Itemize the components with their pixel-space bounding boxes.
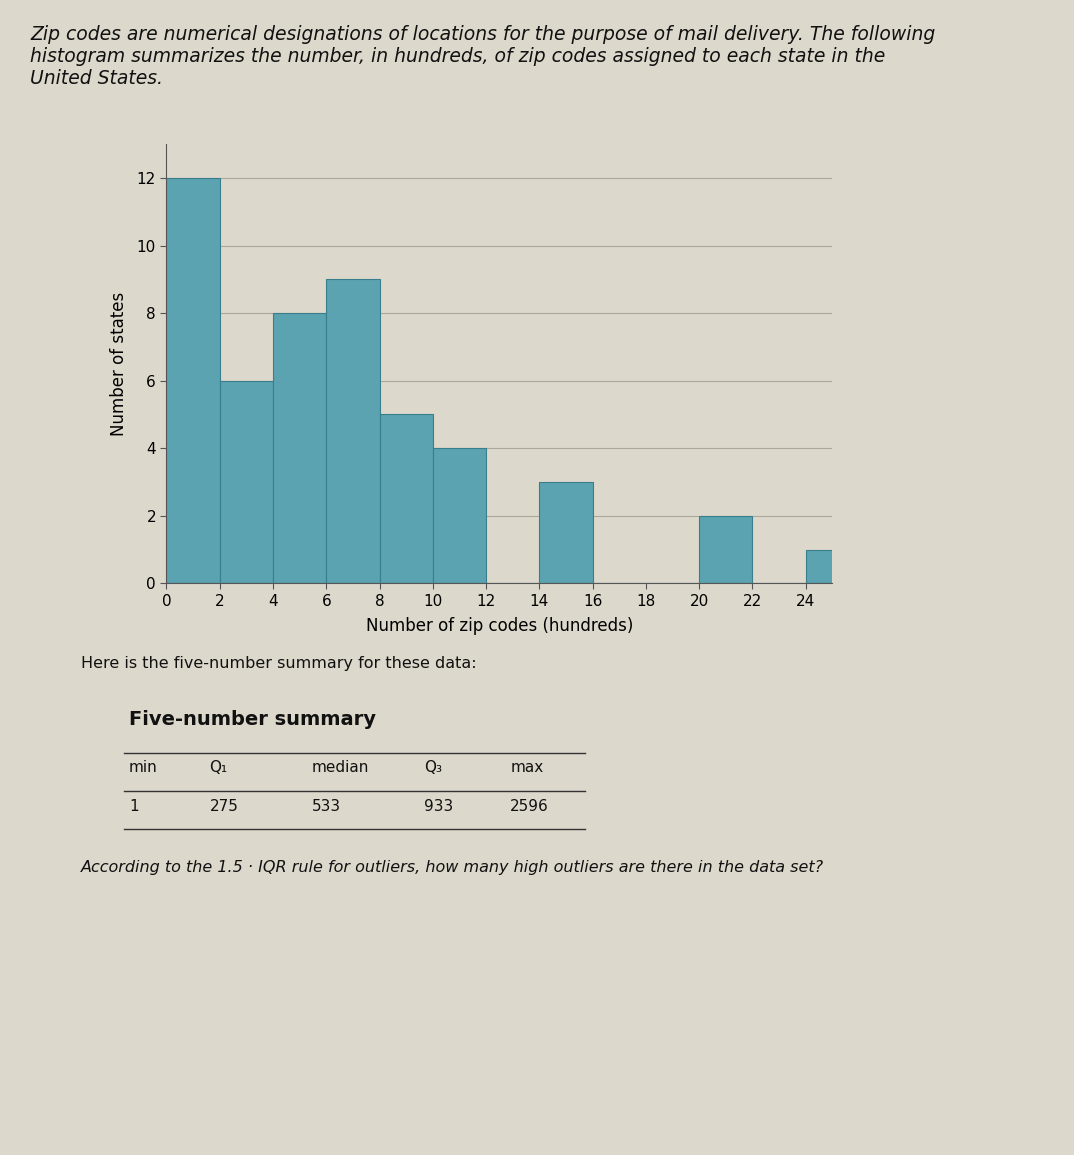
Bar [220, 381, 273, 583]
Text: Zip codes are numerical designations of locations for the purpose of mail delive: Zip codes are numerical designations of … [30, 25, 935, 89]
Bar [539, 482, 593, 583]
Text: 533: 533 [311, 799, 340, 814]
Bar [166, 178, 220, 583]
Bar [699, 516, 753, 583]
Text: 933: 933 [424, 799, 453, 814]
Bar [379, 415, 433, 583]
Text: median: median [311, 760, 368, 775]
Bar [326, 280, 379, 583]
Text: Five-number summary: Five-number summary [129, 710, 376, 729]
Text: Here is the five-number summary for these data:: Here is the five-number summary for thes… [81, 656, 476, 671]
Text: 275: 275 [209, 799, 238, 814]
Text: 1: 1 [129, 799, 139, 814]
Text: min: min [129, 760, 158, 775]
Bar [806, 550, 859, 583]
Text: According to the 1.5 · IQR rule for outliers, how many high outliers are there i: According to the 1.5 · IQR rule for outl… [81, 860, 824, 875]
X-axis label: Number of zip codes (hundreds): Number of zip codes (hundreds) [366, 617, 633, 635]
Bar [273, 313, 326, 583]
Text: Q₃: Q₃ [424, 760, 442, 775]
Y-axis label: Number of states: Number of states [111, 292, 129, 435]
Bar [433, 448, 487, 583]
Text: max: max [510, 760, 543, 775]
Text: 2596: 2596 [510, 799, 549, 814]
Text: Q₁: Q₁ [209, 760, 228, 775]
